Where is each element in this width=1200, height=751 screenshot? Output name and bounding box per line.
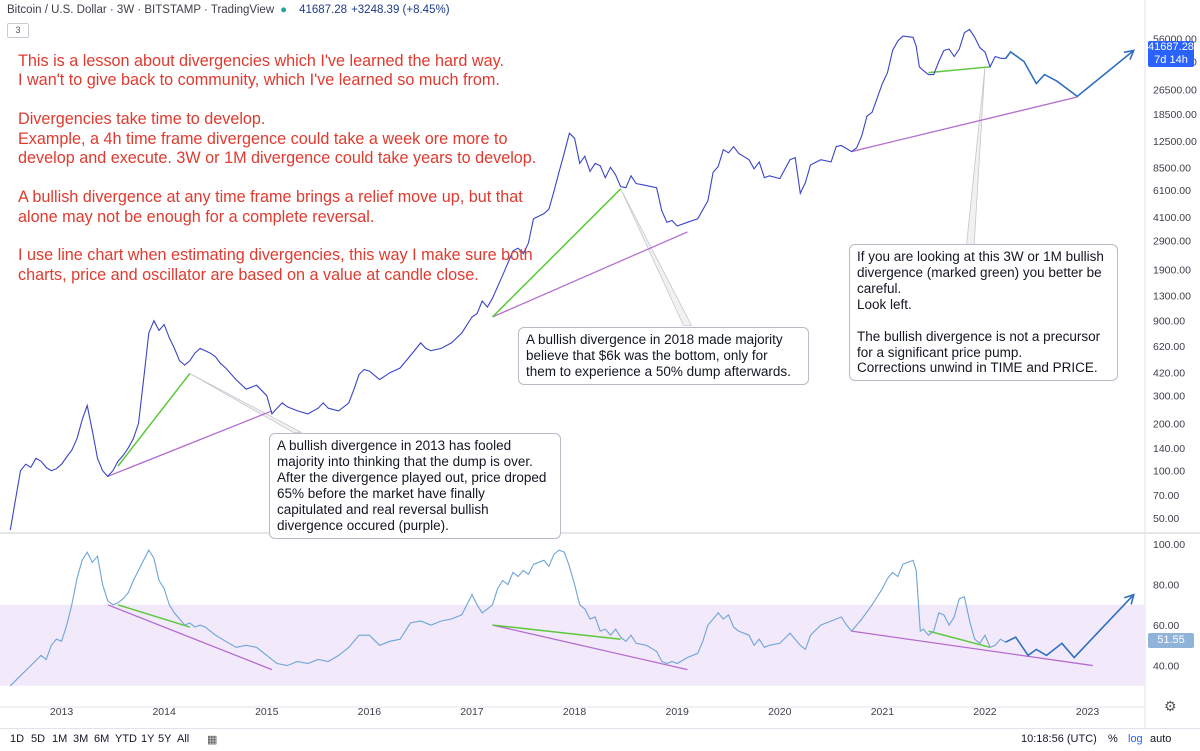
current-price-tag: 41687.28 7d 14h <box>1148 41 1194 67</box>
annotation-leader <box>965 66 986 255</box>
candle-countdown: 7d 14h <box>1154 54 1188 66</box>
price-tick-label: 140.00 <box>1153 443 1185 455</box>
price-line <box>9 28 1006 531</box>
oscillator-value-tag: 51.55 <box>1148 633 1194 648</box>
price-purple-divergence-line <box>851 96 1078 153</box>
annotation-leader <box>189 373 302 433</box>
timeframe-1m[interactable]: 1M <box>52 733 68 745</box>
last-price: 41687.28 <box>299 4 348 16</box>
timeframe-5d[interactable]: 5D <box>31 733 46 745</box>
price-purple-divergence-line <box>492 231 688 318</box>
price-tick-label: 200.00 <box>1153 418 1185 430</box>
oscillator-projection-line <box>1005 594 1135 659</box>
bottom-toolbar: 1D 5D 1M 3M 6M YTD 1Y 5Y All ▦ 10:18:56 … <box>0 728 1200 751</box>
oscillator-tick-label: 40.00 <box>1153 661 1179 673</box>
price-projection-line <box>1004 49 1135 98</box>
market-status-icon: ● <box>280 4 288 16</box>
price-tick-label: 420.00 <box>1153 368 1185 380</box>
timeframe-ytd[interactable]: YTD <box>115 733 137 745</box>
oscillator-green-divergence-line <box>928 630 991 649</box>
price-tick-label: 18500.00 <box>1153 109 1197 121</box>
time-tick-label: 2022 <box>973 706 997 718</box>
price-tick-label: 8500.00 <box>1153 162 1191 174</box>
timeframe-5y[interactable]: 5Y <box>158 733 172 745</box>
price-tick-label: 2900.00 <box>1153 236 1191 248</box>
time-tick-label: 2014 <box>152 706 176 718</box>
price-tick-label: 6100.00 <box>1153 185 1191 197</box>
timeframe-3m[interactable]: 3M <box>73 733 89 745</box>
time-tick-label: 2023 <box>1076 706 1100 718</box>
time-tick-label: 2016 <box>358 706 382 718</box>
price-tick-label: 4100.00 <box>1153 212 1191 224</box>
oscillator-purple-divergence-line <box>492 624 688 671</box>
date-range-icon[interactable]: ▦ <box>207 734 218 746</box>
price-tick-label: 1300.00 <box>1153 291 1191 303</box>
lesson-text: This is a lesson about divergencies whic… <box>18 52 537 284</box>
price-green-divergence-line <box>117 373 191 467</box>
time-tick-label: 2018 <box>563 706 587 718</box>
annotation-leader <box>620 188 693 326</box>
price-tick-label: 1900.00 <box>1153 265 1191 277</box>
price-green-divergence-line <box>491 188 622 318</box>
oscillator-purple-divergence-line <box>107 604 273 671</box>
oscillator-line <box>9 548 1006 687</box>
price-tick-label: 900.00 <box>1153 316 1185 328</box>
annotation-2022[interactable]: If you are looking at this 3W or 1M bull… <box>849 244 1118 382</box>
annotation-2018[interactable]: A bullish divergence in 2018 made majori… <box>518 327 809 385</box>
oscillator-tick-label: 60.00 <box>1153 620 1179 632</box>
time-tick-label: 2013 <box>50 706 74 718</box>
time-tick-label: 2021 <box>871 706 895 718</box>
chart-title: Bitcoin / U.S. Dollar · 3W · BITSTAMP · … <box>7 4 450 16</box>
price-tick-label: 50.00 <box>1153 513 1179 525</box>
price-change: +3248.39 (+8.45%) <box>351 4 450 16</box>
timeframe-all[interactable]: All <box>177 733 190 745</box>
price-tick-label: 620.00 <box>1153 341 1185 353</box>
oscillator-purple-divergence-line <box>851 630 1093 667</box>
oscillator-tick-label: 80.00 <box>1153 580 1179 592</box>
price-green-divergence-line <box>928 66 991 74</box>
percent-toggle[interactable]: % <box>1108 733 1118 745</box>
indicator-count-badge[interactable]: 3 <box>7 23 29 38</box>
auto-toggle[interactable]: auto <box>1150 733 1172 745</box>
timeframe-1y[interactable]: 1Y <box>141 733 155 745</box>
timeframe-6m[interactable]: 6M <box>94 733 110 745</box>
oscillator-band <box>0 604 1145 686</box>
time-tick-label: 2015 <box>255 706 279 718</box>
oscillator-tick-label: 100.00 <box>1153 539 1185 551</box>
oscillator-green-divergence-line <box>117 604 191 628</box>
timeframe-1d[interactable]: 1D <box>10 733 25 745</box>
current-price-value: 41687.28 <box>1148 41 1194 53</box>
annotation-2013[interactable]: A bullish divergence in 2013 has fooled … <box>269 433 561 539</box>
symbol-title[interactable]: Bitcoin / U.S. Dollar · 3W · BITSTAMP · … <box>7 4 275 16</box>
price-projection-arrowhead <box>1123 49 1136 61</box>
price-tick-label: 70.00 <box>1153 490 1179 502</box>
price-tick-label: 26500.00 <box>1153 85 1197 97</box>
log-toggle[interactable]: log <box>1128 733 1143 745</box>
price-tick-label: 100.00 <box>1153 466 1185 478</box>
oscillator-projection-arrowhead <box>1123 593 1135 605</box>
price-tick-label: 12500.00 <box>1153 136 1197 148</box>
oscillator-green-divergence-line <box>492 624 621 640</box>
time-tick-label: 2019 <box>665 706 689 718</box>
price-purple-divergence-line <box>107 410 273 478</box>
price-tick-label: 300.00 <box>1153 391 1185 403</box>
clock[interactable]: 10:18:56 (UTC) <box>1021 733 1097 745</box>
time-tick-label: 2017 <box>460 706 484 718</box>
settings-gear-icon[interactable]: ⚙ <box>1164 698 1177 714</box>
time-tick-label: 2020 <box>768 706 792 718</box>
